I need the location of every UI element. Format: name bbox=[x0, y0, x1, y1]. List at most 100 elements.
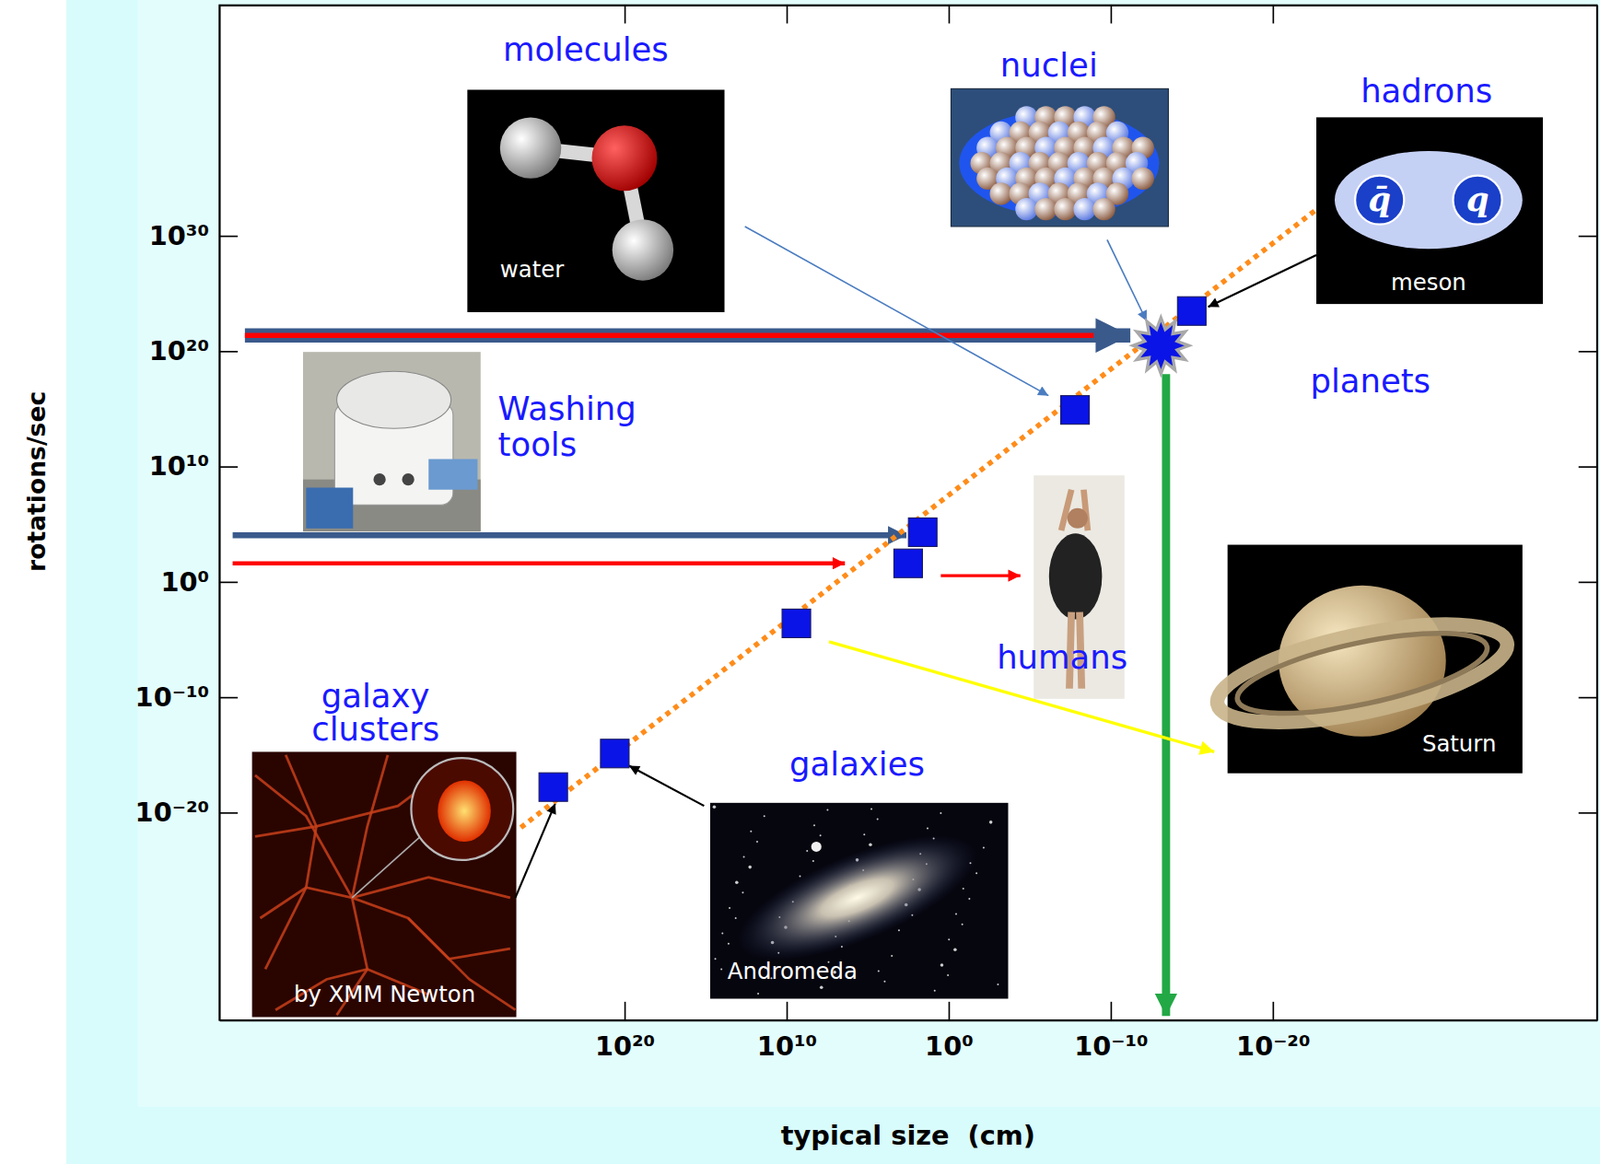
tick-mark bbox=[1578, 466, 1598, 468]
picture-caption: Saturn bbox=[1422, 730, 1496, 758]
tick-mark bbox=[219, 235, 238, 238]
cluster-picture bbox=[252, 751, 517, 1017]
illustrations bbox=[252, 88, 1543, 1017]
tick-label: 10⁰ bbox=[160, 566, 210, 598]
star-dot bbox=[961, 923, 964, 926]
tick-mark bbox=[1578, 812, 1598, 815]
star-dot bbox=[727, 943, 730, 946]
y-axis-right bbox=[1578, 5, 1598, 1021]
tick-mark bbox=[219, 697, 238, 700]
tick-mark bbox=[948, 1002, 951, 1021]
tick-label: 10⁻²⁰ bbox=[135, 796, 211, 829]
star-dot bbox=[743, 856, 746, 859]
star-dot bbox=[756, 840, 759, 843]
tick-label: 10⁻¹⁰ bbox=[135, 681, 211, 713]
axis-line bbox=[220, 1020, 1599, 1023]
tick-label: 10⁰ bbox=[924, 1030, 974, 1063]
point-square bbox=[782, 608, 811, 638]
star-dot bbox=[926, 828, 929, 830]
panel-background bbox=[138, 0, 1600, 1108]
star-dot bbox=[747, 865, 752, 870]
star-dot bbox=[876, 818, 879, 821]
quark-label: q bbox=[1466, 180, 1490, 219]
tick: 10⁻²⁰ bbox=[1236, 1002, 1310, 1063]
y-axis-title: rotations/sec bbox=[22, 391, 51, 573]
annotation-label: Washingtools bbox=[498, 389, 637, 464]
star-dot bbox=[735, 917, 737, 920]
star-dot bbox=[728, 907, 731, 910]
molecule-pointer bbox=[745, 226, 1050, 397]
filament bbox=[408, 918, 511, 959]
star-dot bbox=[975, 872, 978, 875]
tick: 10⁰ bbox=[924, 1002, 974, 1063]
tick: 10⁻¹⁰ bbox=[135, 681, 239, 713]
arrows bbox=[233, 226, 1317, 1017]
slide-background bbox=[66, 0, 1600, 1164]
star-dot bbox=[989, 820, 993, 825]
annotation-label: humans bbox=[996, 638, 1128, 677]
tick: 10³⁰ bbox=[149, 220, 238, 252]
tick-mark bbox=[1110, 1002, 1113, 1021]
tick bbox=[1272, 5, 1274, 24]
tick-label: 10²⁰ bbox=[595, 1030, 655, 1063]
x-axis: 10²⁰ 10¹⁰ 10⁰ 10⁻¹⁰ 10⁻²⁰ bbox=[220, 1002, 1599, 1063]
annotation-label: galaxies bbox=[789, 745, 925, 783]
picture-frame bbox=[467, 89, 725, 312]
andromeda-picture bbox=[710, 803, 1008, 1000]
annotation-line: tools bbox=[498, 425, 578, 464]
plot: 10³⁰10²⁰10¹⁰10⁰10⁻¹⁰10⁻²⁰10²⁰10¹⁰10⁰10⁻¹… bbox=[135, 5, 1599, 1063]
tick-mark bbox=[1110, 5, 1113, 24]
head bbox=[1067, 508, 1088, 529]
point-square bbox=[538, 772, 568, 802]
tick bbox=[624, 5, 626, 24]
star-dot bbox=[714, 957, 717, 960]
tick-label: 10¹⁰ bbox=[757, 1030, 818, 1063]
axis-line bbox=[220, 4, 1599, 7]
star-dot bbox=[868, 842, 873, 847]
point-square bbox=[600, 739, 630, 769]
tick bbox=[786, 5, 788, 24]
canvas: 10³⁰10²⁰10¹⁰10⁰10⁻¹⁰10⁻²⁰10²⁰10¹⁰10⁰10⁻¹… bbox=[0, 0, 1600, 1164]
nucleon bbox=[1073, 198, 1096, 221]
tick bbox=[1578, 582, 1598, 584]
star-dot bbox=[720, 968, 723, 970]
tick: 10⁻¹⁰ bbox=[1074, 1002, 1149, 1063]
nucleon bbox=[1053, 198, 1076, 221]
star-dot bbox=[877, 970, 880, 973]
tick bbox=[1578, 235, 1598, 237]
star-dot bbox=[805, 850, 808, 853]
star-dot bbox=[940, 963, 945, 968]
chart-svg: 10³⁰10²⁰10¹⁰10⁰10⁻¹⁰10⁻²⁰10²⁰10¹⁰10⁰10⁻¹… bbox=[0, 0, 1600, 1164]
annotation-line: galaxy bbox=[321, 677, 431, 715]
star-dot bbox=[939, 812, 942, 815]
point-square bbox=[893, 548, 923, 578]
knob bbox=[373, 473, 386, 486]
nucleon bbox=[990, 182, 1013, 205]
tick-label: 10⁻¹⁰ bbox=[1074, 1030, 1149, 1063]
plot-background bbox=[219, 5, 1598, 1021]
star-dot bbox=[982, 847, 985, 850]
x-axis-title: typical size (cm) bbox=[781, 1120, 1036, 1152]
x-axis-top bbox=[220, 5, 1599, 24]
annotation-line: Washing bbox=[498, 389, 637, 428]
star-dot bbox=[863, 833, 865, 836]
tick bbox=[1578, 467, 1598, 468]
tick bbox=[948, 5, 950, 24]
tick: 10¹⁰ bbox=[757, 1002, 818, 1063]
oxygen-atom bbox=[592, 125, 658, 191]
water-picture bbox=[467, 89, 725, 312]
tick-mark bbox=[624, 5, 627, 24]
tick-mark bbox=[786, 5, 789, 24]
green-arrow bbox=[1161, 373, 1170, 1017]
star-dot bbox=[955, 913, 958, 916]
tick bbox=[1578, 697, 1598, 699]
filament bbox=[265, 755, 316, 970]
star-dot bbox=[721, 933, 724, 935]
quark bbox=[1452, 175, 1502, 225]
tick-mark bbox=[1272, 5, 1275, 24]
page-background bbox=[0, 0, 1600, 1164]
filament bbox=[255, 775, 515, 1011]
star-dot bbox=[870, 807, 873, 810]
satellite-galaxy bbox=[811, 841, 822, 853]
picture-caption: water bbox=[500, 256, 565, 283]
